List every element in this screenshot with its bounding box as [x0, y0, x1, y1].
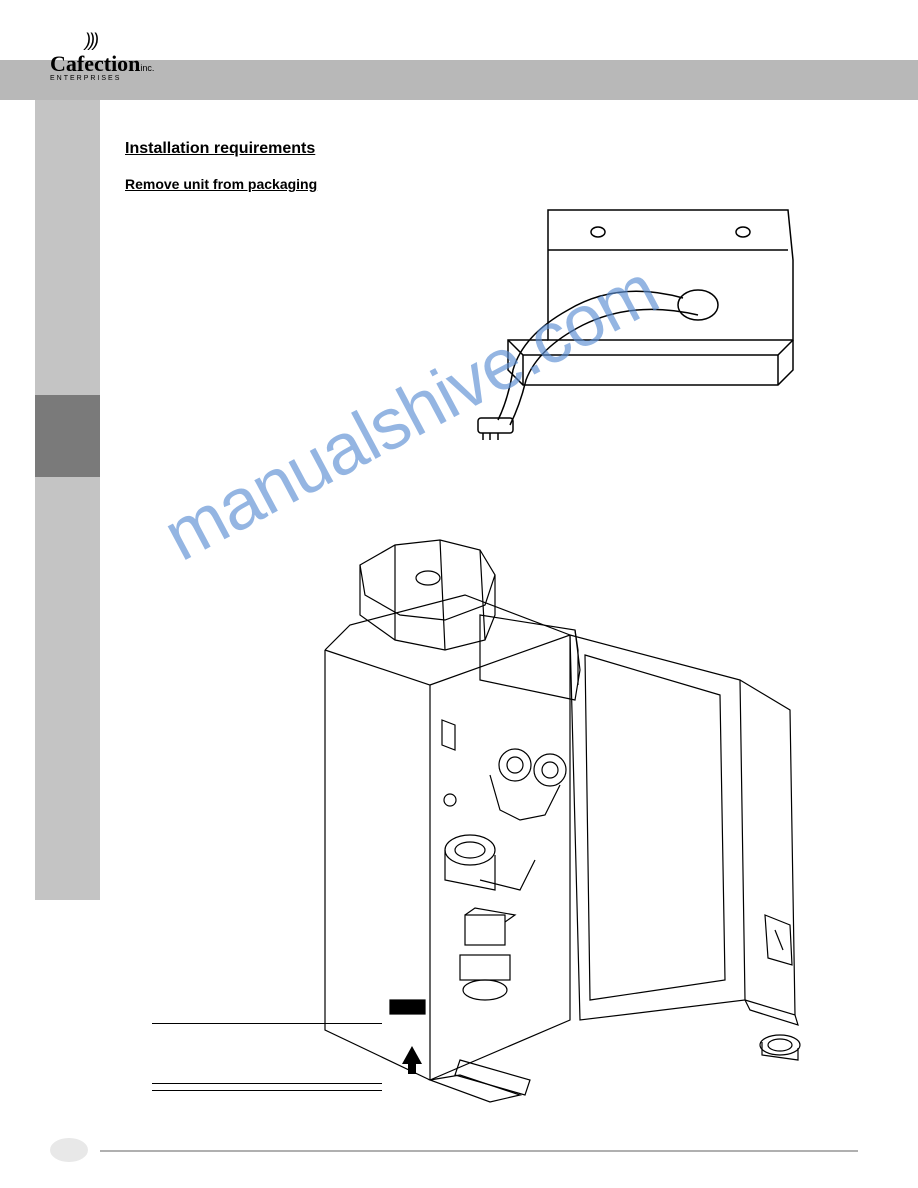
logo-steam-icon: )))	[85, 30, 154, 51]
callout-line-2b	[152, 1090, 382, 1091]
arrow-up-icon	[402, 1046, 422, 1064]
callout-line-1	[152, 1023, 382, 1024]
arrow-stem	[408, 1064, 416, 1074]
logo: ))) Cafectioninc. ENTERPRISES	[50, 30, 154, 82]
logo-suffix: inc.	[140, 63, 154, 73]
page-number-oval	[50, 1138, 88, 1162]
diagram-machine	[180, 520, 860, 1110]
logo-brand-row: Cafectioninc.	[50, 51, 154, 77]
diagram-bracket	[448, 190, 828, 500]
callout-line-2a	[152, 1083, 382, 1084]
logo-brand: Cafection	[50, 51, 140, 76]
heading-installation: Installation requirements	[125, 140, 875, 158]
footer-divider	[100, 1150, 858, 1152]
sidebar	[35, 100, 100, 900]
sidebar-section-indicator	[35, 395, 100, 477]
